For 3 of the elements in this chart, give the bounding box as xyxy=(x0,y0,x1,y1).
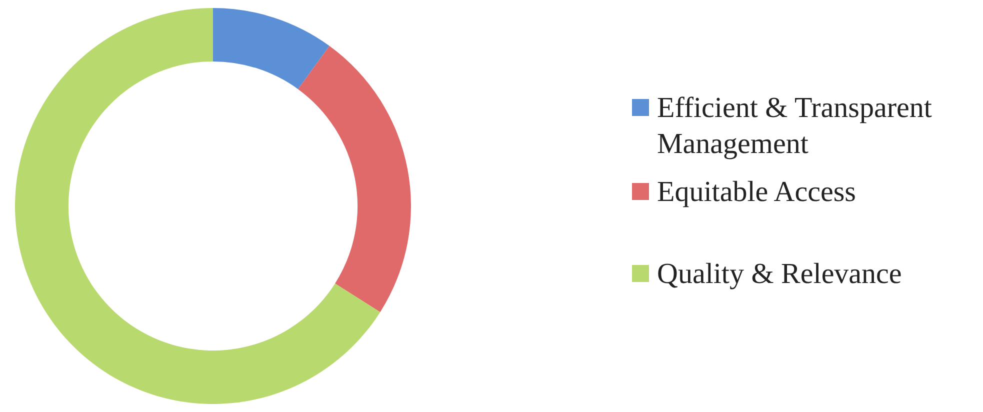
legend-label: Efficient & Transparent Management xyxy=(657,91,933,162)
legend-label: Equitable Access xyxy=(657,175,856,210)
legend-label: Quality & Relevance xyxy=(657,257,902,292)
